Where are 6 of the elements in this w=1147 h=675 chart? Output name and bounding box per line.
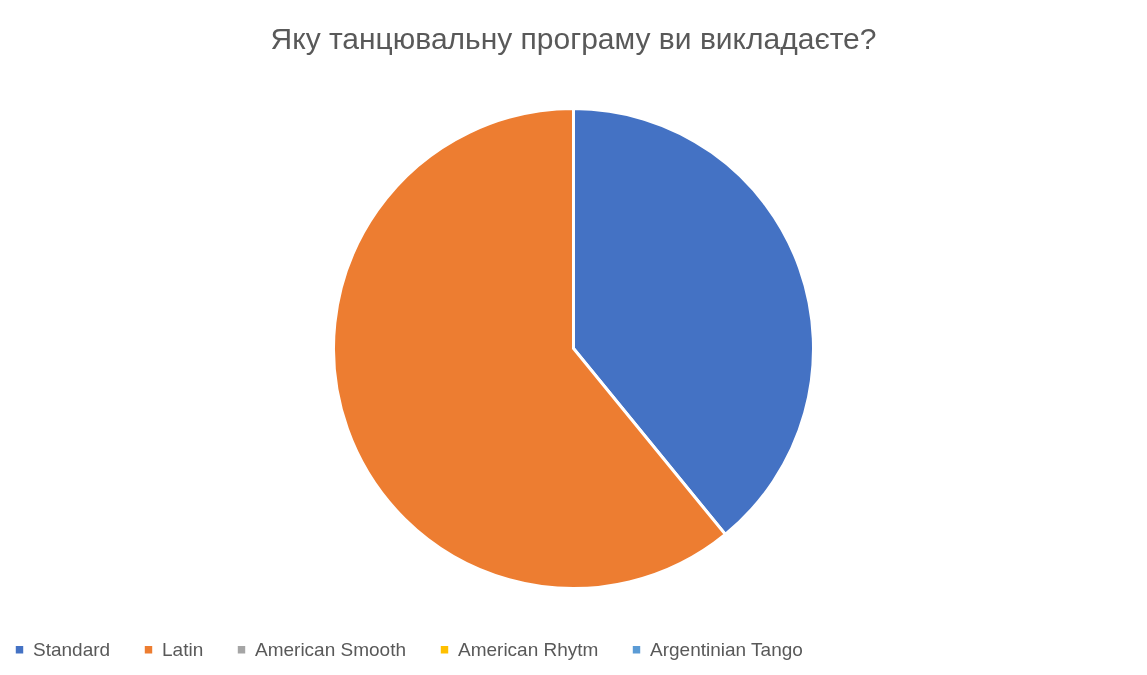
legend-label: American Rhytm <box>458 638 599 660</box>
legend-label: Standard <box>33 638 111 660</box>
legend-label: American Smooth <box>255 638 407 660</box>
legend-label: Latin <box>162 638 204 660</box>
chart-title: Яку танцювальну програму ви викладаєте? <box>270 22 877 55</box>
legend-label: Argentinian Tango <box>650 638 803 660</box>
